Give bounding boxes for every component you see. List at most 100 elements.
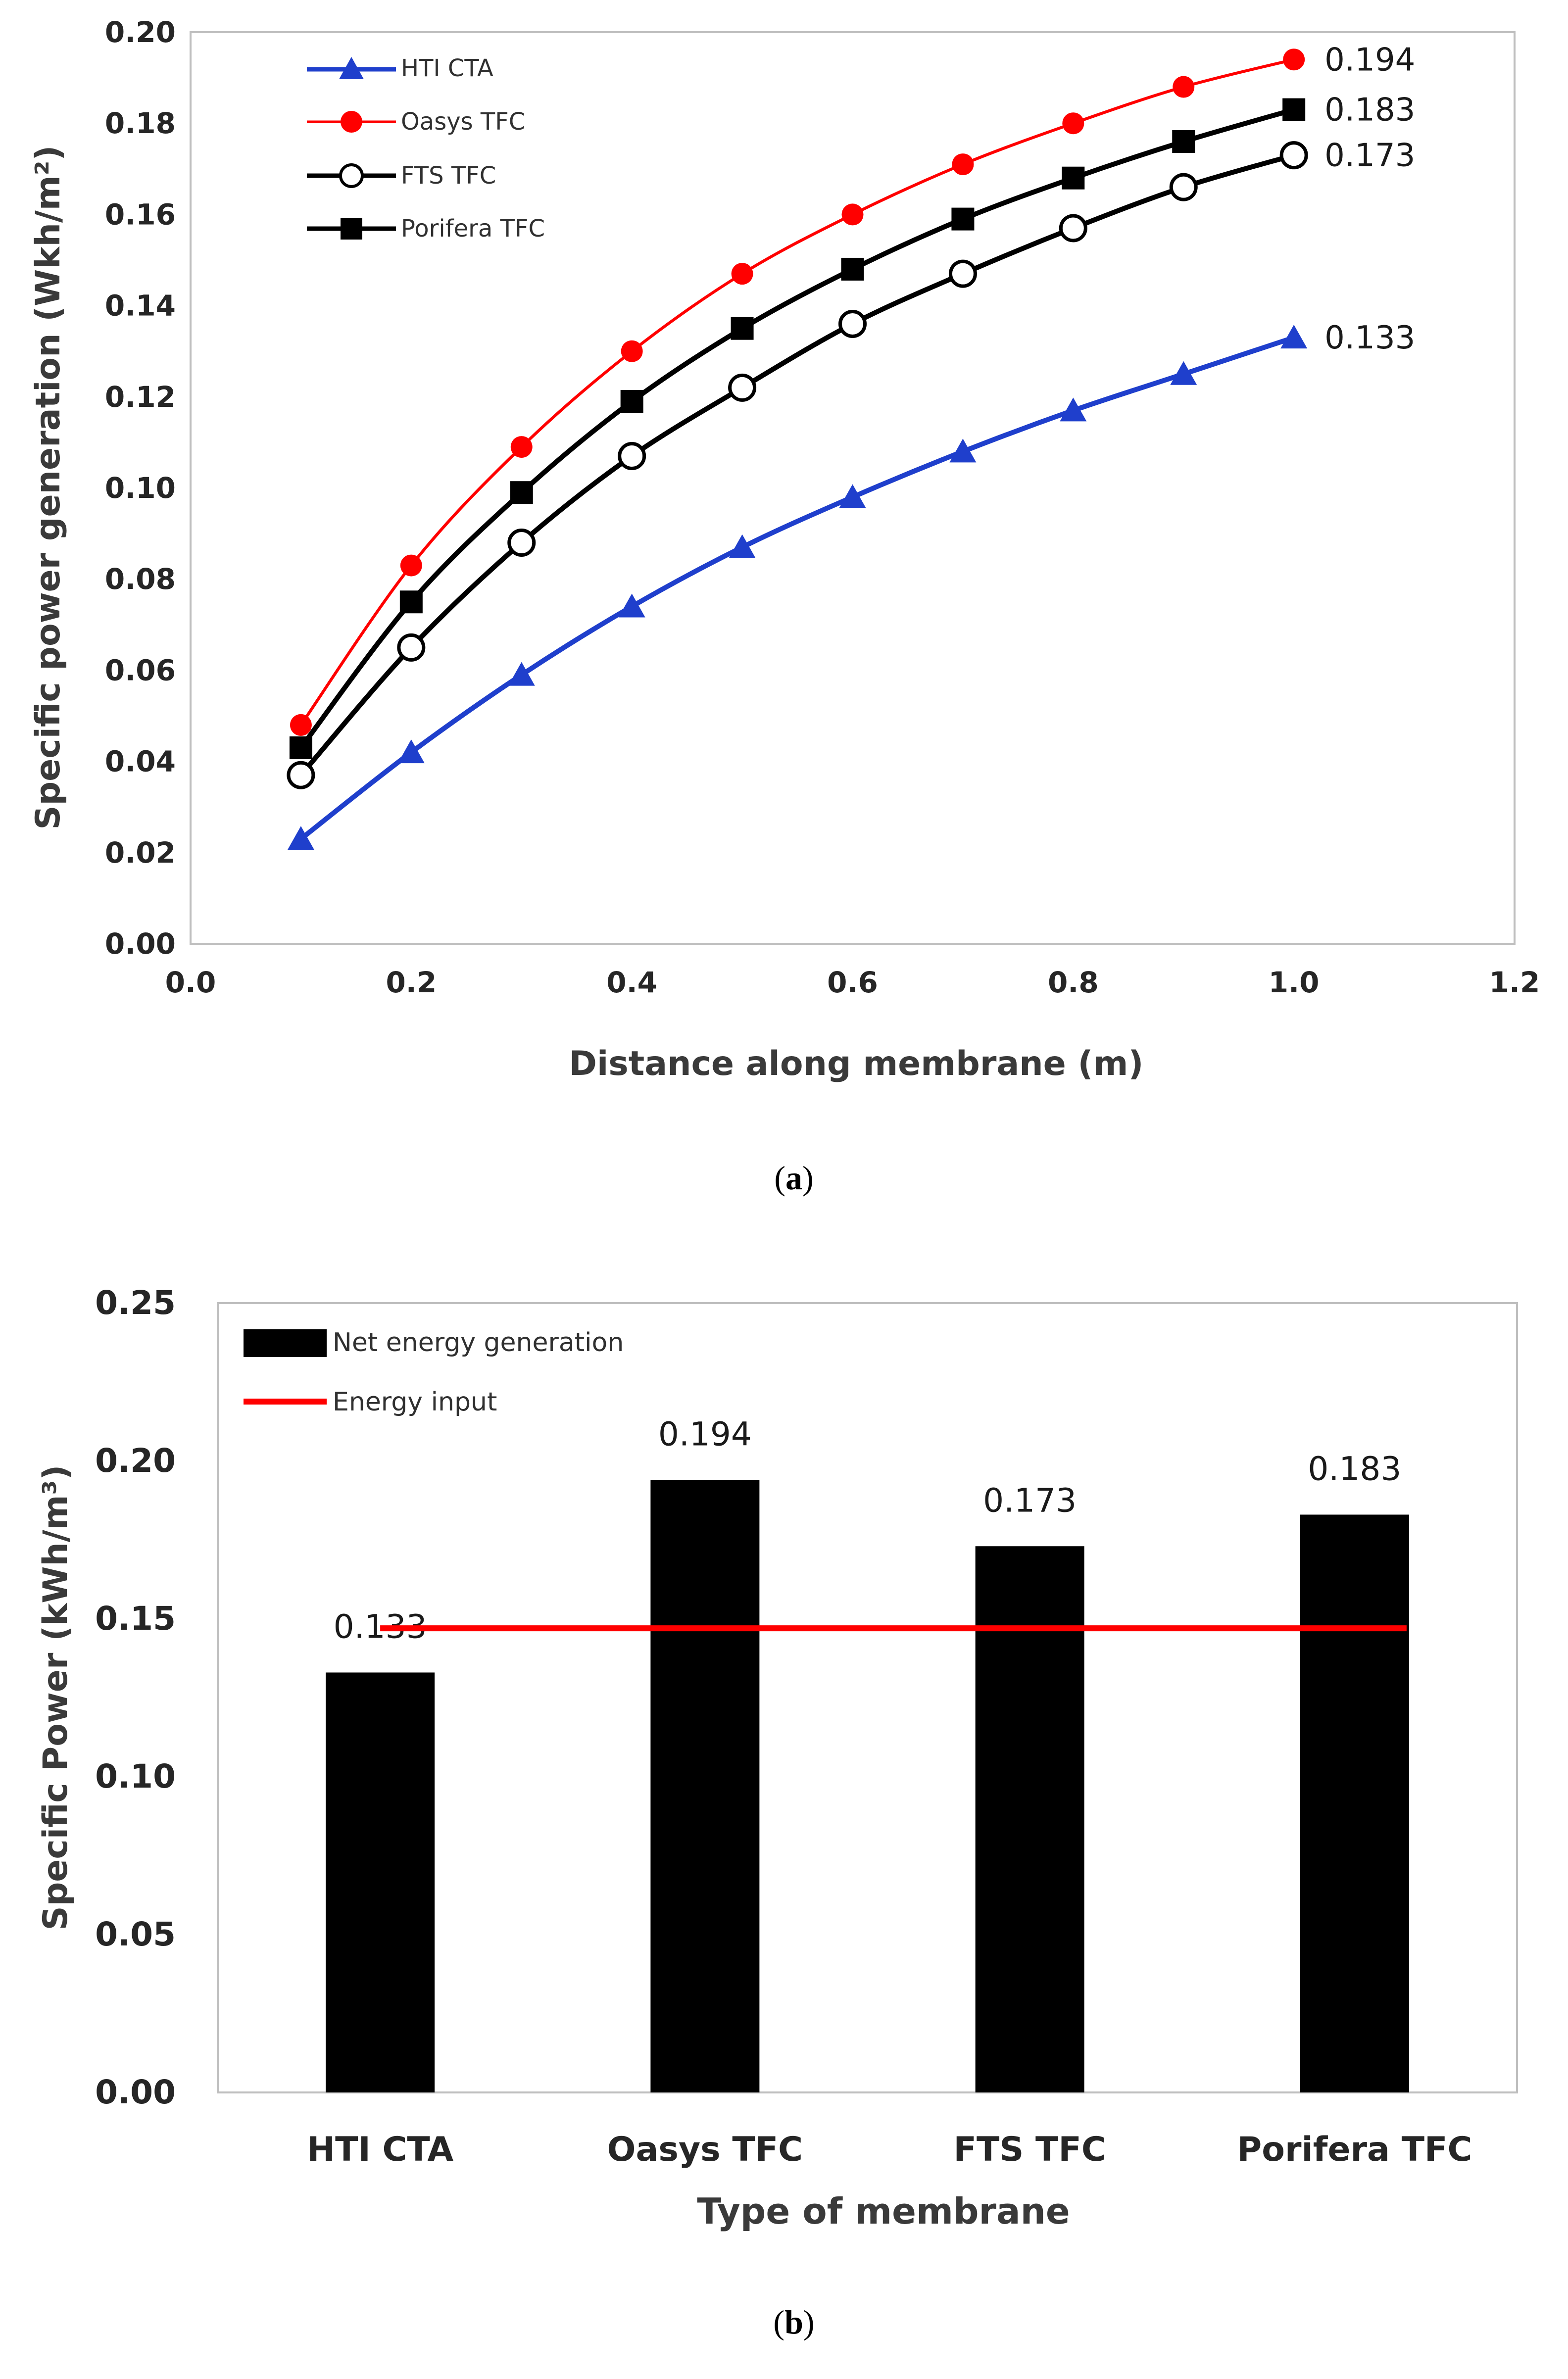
point-hti-cta-9 [1170, 361, 1197, 385]
chart-b-y-tick-0-25: 0.25 [95, 1284, 176, 1322]
point-hti-cta-6 [839, 484, 866, 508]
point-hti-cta-2 [397, 739, 425, 764]
chart-a-y-tick-0-12: 0.12 [105, 380, 176, 414]
chart-a: 0.00 0.02 0.04 0.06 0.08 0.10 0.12 0.14 0.16 0.18… [29, 15, 1540, 1197]
chart-a-y-tick-0-08: 0.08 [105, 562, 176, 596]
point-porifera-tfc-8 [1062, 166, 1085, 190]
bar-hti-cta [326, 1672, 435, 2092]
chart-b: 0.000.050.100.150.200.25 0.1330.1940.173… [36, 1284, 1518, 2341]
point-fts-tfc-3 [507, 529, 536, 557]
bar-label-oasys-tfc: 0.194 [658, 1415, 752, 1453]
legend-label-energy-input: Energy input [333, 1387, 497, 1417]
chart-b-y-tick-0-20: 0.20 [95, 1442, 176, 1480]
category-label-hti-cta: HTI CTA [307, 2130, 453, 2169]
series-hti-cta [287, 325, 1308, 850]
point-fts-tfc-6 [838, 309, 867, 338]
chart-b-caption-letter: b [784, 2303, 803, 2341]
legend-label-net-energy-generation: Net energy generation [333, 1328, 624, 1358]
point-oasys-tfc-10 [1283, 49, 1305, 71]
point-oasys-tfc-3 [510, 436, 533, 458]
point-fts-tfc-7 [948, 259, 977, 288]
bar-label-porifera-tfc: 0.183 [1308, 1450, 1401, 1488]
chart-a-y-tick-0-18: 0.18 [105, 106, 176, 140]
chart-a-x-tick-0-6: 0.6 [827, 966, 878, 999]
point-hti-cta-5 [729, 534, 756, 558]
svg-text:(b): (b) [773, 2303, 814, 2341]
chart-a-x-tick-0-2: 0.2 [386, 966, 437, 999]
chart-a-y-tick-0-06: 0.06 [105, 653, 176, 687]
point-porifera-tfc-3 [510, 481, 533, 504]
bar-fts-tfc [975, 1546, 1084, 2092]
legend-label-porifera-tfc: Porifera TFC [401, 215, 545, 243]
point-hti-cta-8 [1060, 397, 1087, 422]
legend-marker-circle-filled [341, 111, 362, 133]
category-label-fts-tfc: FTS TFC [954, 2130, 1106, 2169]
chart-a-legend: HTI CTA Oasys TFC FTS TFC Porifera TFC [307, 54, 545, 243]
point-porifera-tfc-6 [841, 257, 864, 281]
series-line-hti-cta [299, 335, 1295, 841]
chart-a-y-tick-0-02: 0.02 [105, 836, 176, 870]
chart-a-x-tick-1-0: 1.0 [1269, 966, 1320, 999]
category-label-oasys-tfc: Oasys TFC [607, 2130, 803, 2169]
point-fts-tfc-1 [287, 761, 315, 789]
chart-a-x-tick-0-4: 0.4 [606, 966, 657, 999]
chart-b-y-tick-0-15: 0.15 [95, 1600, 176, 1638]
chart-b-y-tick-0-10: 0.10 [95, 1757, 176, 1796]
point-oasys-tfc-5 [731, 263, 753, 285]
point-oasys-tfc-6 [841, 203, 864, 226]
point-porifera-tfc-10 [1282, 98, 1306, 121]
point-oasys-tfc-9 [1173, 76, 1195, 98]
chart-a-y-tick-labels: 0.00 0.02 0.04 0.06 0.08 0.10 0.12 0.14 0.16 0.18… [105, 15, 176, 961]
point-porifera-tfc-2 [399, 590, 423, 614]
chart-a-y-tick-0-14: 0.14 [105, 289, 176, 323]
point-hti-cta-1 [287, 826, 314, 850]
chart-b-legend: Net energy generation Energy input [244, 1328, 624, 1417]
chart-b-y-tick-0-00: 0.00 [95, 2073, 176, 2111]
point-porifera-tfc-1 [289, 736, 312, 759]
chart-a-y-tick-0-16: 0.16 [105, 197, 176, 231]
chart-b-caption: (b) [773, 2303, 814, 2341]
end-label-oasys-tfc: 0.194 [1324, 42, 1415, 78]
legend-marker-triangle [339, 57, 364, 79]
bar-porifera-tfc [1300, 1514, 1409, 2092]
point-oasys-tfc-4 [621, 340, 643, 362]
point-fts-tfc-2 [397, 633, 426, 662]
chart-a-x-axis-title: Distance along membrane (m) [569, 1044, 1144, 1083]
chart-b-y-tick-labels: 0.00 0.05 0.10 0.15 0.20 0.25 [95, 1284, 176, 2111]
legend-marker-square [341, 218, 362, 240]
series-porifera-tfc [289, 98, 1306, 759]
point-oasys-tfc-1 [290, 714, 312, 736]
chart-a-plot-border [190, 31, 1516, 945]
bar-label-fts-tfc: 0.173 [983, 1481, 1077, 1519]
chart-a-y-tick-0-04: 0.04 [105, 745, 176, 778]
legend-label-oasys-tfc: Oasys TFC [401, 108, 525, 136]
point-porifera-tfc-7 [951, 207, 975, 231]
end-label-fts-tfc: 0.173 [1324, 138, 1415, 174]
chart-a-x-tick-0-0: 0.0 [165, 966, 216, 999]
chart-a-y-tick-0-10: 0.10 [105, 471, 176, 505]
legend-label-fts-tfc: FTS TFC [401, 162, 496, 190]
legend-item-oasys-tfc: Oasys TFC [307, 108, 525, 136]
point-fts-tfc-4 [618, 442, 646, 471]
point-fts-tfc-10 [1279, 141, 1308, 170]
chart-a-y-tick-0-00: 0.00 [105, 927, 176, 961]
chart-a-y-axis-title: Specific power generation (Wkh/m²) [29, 146, 68, 830]
point-porifera-tfc-5 [731, 317, 754, 340]
legend-item-fts-tfc: FTS TFC [307, 162, 496, 190]
point-fts-tfc-5 [728, 373, 757, 402]
chart-b-category-labels: HTI CTA Oasys TFC FTS TFC Porifera TFC [307, 2130, 1472, 2169]
legend-item-hti-cta: HTI CTA [307, 54, 493, 82]
end-label-hti-cta: 0.133 [1324, 320, 1415, 356]
point-fts-tfc-9 [1169, 173, 1198, 201]
end-label-porifera-tfc: 0.183 [1324, 92, 1415, 129]
point-oasys-tfc-2 [400, 554, 422, 577]
chart-a-x-tick-labels: 0.0 0.2 0.4 0.6 0.8 1.0 1.2 [165, 966, 1540, 999]
chart-b-y-axis-title: Specific Power (kWh/m³) [36, 1465, 75, 1931]
chart-b-x-axis-title: Type of membrane [697, 2190, 1070, 2232]
series-oasys-tfc [290, 49, 1305, 736]
legend-item-energy-input: Energy input [244, 1387, 497, 1417]
point-hti-cta-3 [508, 662, 535, 686]
point-porifera-tfc-9 [1172, 130, 1195, 153]
